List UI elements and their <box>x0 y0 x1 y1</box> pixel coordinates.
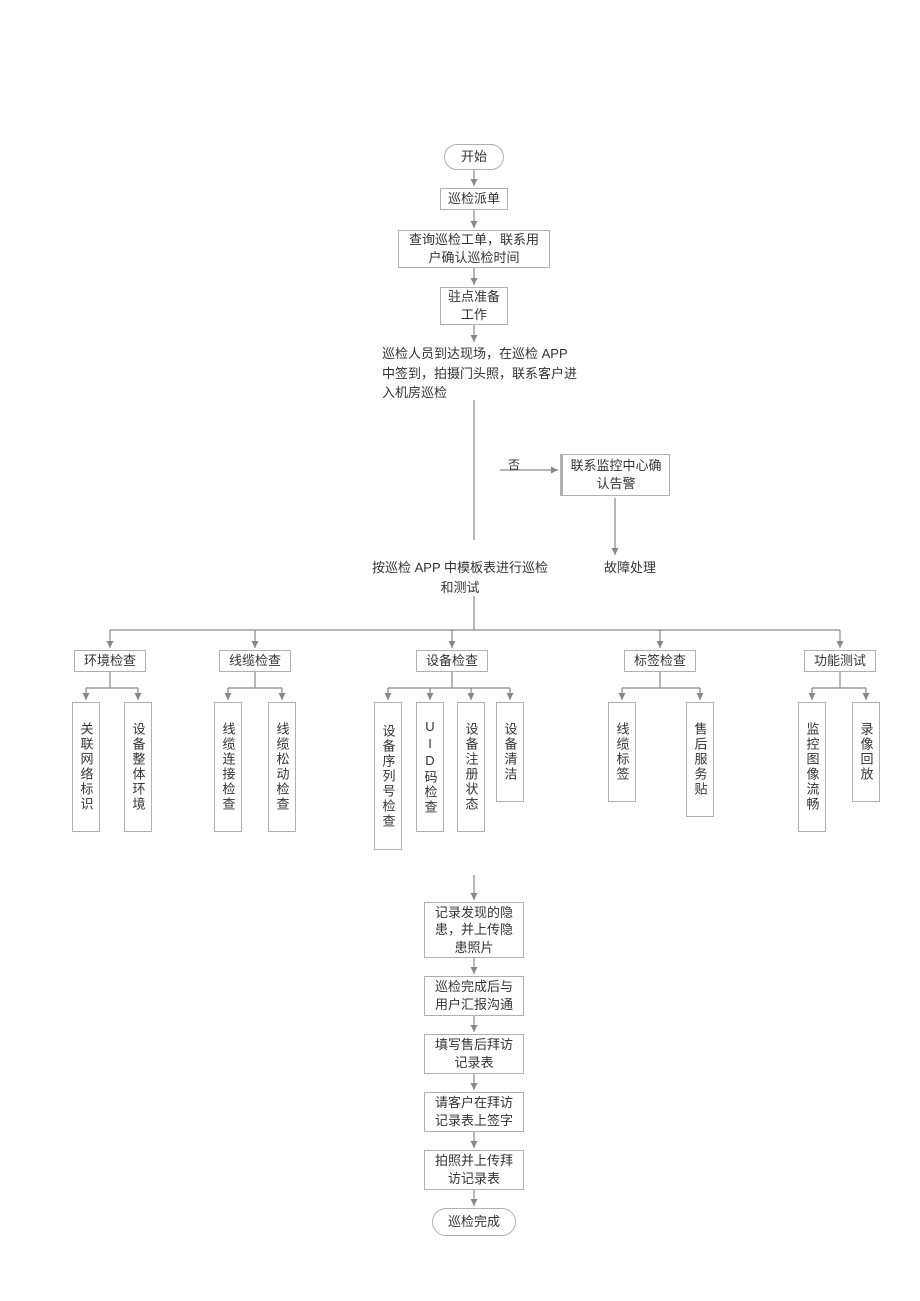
v-env-node: 设备整体环境 <box>124 702 152 832</box>
cat-cable-node: 线缆检查 <box>219 650 291 672</box>
v-monitor-img-node: 监控图像流畅 <box>798 702 826 832</box>
v-cable-conn-label: 线缆连接检查 <box>219 722 238 812</box>
query-label: 查询巡检工单，联系用户确认巡检时间 <box>405 231 543 266</box>
arrive-label: 巡检人员到达现场，在巡检 APP 中签到，拍摄门头照，联系客户进入机房巡检 <box>382 346 577 400</box>
v-cable-label-node: 线缆标签 <box>608 702 636 802</box>
cat-cable-label: 线缆检查 <box>229 652 281 670</box>
v-dev-reg-label: 设备注册状态 <box>462 722 481 812</box>
record-hazard-node: 记录发现的隐患，并上传隐患照片 <box>424 902 524 958</box>
dispatch-label: 巡检派单 <box>448 190 500 208</box>
v-playback-label: 录像回放 <box>857 722 876 782</box>
v-uid-node: UID码检查 <box>416 702 444 832</box>
cat-env-label: 环境检查 <box>84 652 136 670</box>
v-net-id-label: 关联网络标识 <box>77 722 96 812</box>
v-playback-node: 录像回放 <box>852 702 880 802</box>
prepare-node: 驻点准备工作 <box>440 287 508 325</box>
v-dev-clean-node: 设备清洁 <box>496 702 524 802</box>
upload-photo-label: 拍照并上传拜访记录表 <box>431 1152 517 1187</box>
v-env-label: 设备整体环境 <box>129 722 148 812</box>
cat-device-label: 设备检查 <box>426 652 478 670</box>
fill-form-label: 填写售后拜访记录表 <box>431 1036 517 1071</box>
v-dev-sn-label: 设备序列号检查 <box>379 724 398 829</box>
contact-monitor-label: 联系监控中心确认告警 <box>569 457 663 492</box>
v-cable-label-label: 线缆标签 <box>613 722 632 782</box>
end-node: 巡检完成 <box>432 1208 516 1236</box>
v-dev-sn-node: 设备序列号检查 <box>374 702 402 850</box>
v-monitor-img-label: 监控图像流畅 <box>803 722 822 812</box>
report-user-label: 巡检完成后与用户汇报沟通 <box>431 978 517 1013</box>
v-cable-loose-node: 线缆松动检查 <box>268 702 296 832</box>
cat-label-node: 标签检查 <box>624 650 696 672</box>
cat-label-label: 标签检查 <box>634 652 686 670</box>
edge-label-no: 否 <box>508 456 520 473</box>
v-dev-reg-node: 设备注册状态 <box>457 702 485 832</box>
fault-handle-label: 故障处理 <box>604 560 656 575</box>
arrive-text: 巡检人员到达现场，在巡检 APP 中签到，拍摄门头照，联系客户进入机房巡检 <box>382 344 582 403</box>
template-test-text: 按巡检 APP 中模板表进行巡检和测试 <box>370 558 550 597</box>
sign-form-node: 请客户在拜访记录表上签字 <box>424 1092 524 1132</box>
v-cable-conn-node: 线缆连接检查 <box>214 702 242 832</box>
fill-form-node: 填写售后拜访记录表 <box>424 1034 524 1074</box>
start-node: 开始 <box>444 144 504 170</box>
v-cable-loose-label: 线缆松动检查 <box>273 722 292 812</box>
upload-photo-node: 拍照并上传拜访记录表 <box>424 1150 524 1190</box>
template-test-label: 按巡检 APP 中模板表进行巡检和测试 <box>372 560 548 595</box>
cat-device-node: 设备检查 <box>416 650 488 672</box>
end-label: 巡检完成 <box>448 1213 500 1231</box>
sign-form-label: 请客户在拜访记录表上签字 <box>431 1094 517 1129</box>
v-after-sale-node: 售后服务贴 <box>686 702 714 817</box>
fault-handle-text: 故障处理 <box>590 558 670 578</box>
v-uid-label: UID码检查 <box>421 719 440 815</box>
start-label: 开始 <box>461 148 487 166</box>
v-dev-clean-label: 设备清洁 <box>501 722 520 782</box>
prepare-label: 驻点准备工作 <box>447 288 501 323</box>
cat-env-node: 环境检查 <box>74 650 146 672</box>
contact-monitor-node: 联系监控中心确认告警 <box>560 454 670 496</box>
v-after-sale-label: 售后服务贴 <box>691 722 710 797</box>
report-user-node: 巡检完成后与用户汇报沟通 <box>424 976 524 1016</box>
dispatch-node: 巡检派单 <box>440 188 508 210</box>
cat-func-label: 功能测试 <box>814 652 866 670</box>
v-net-id-node: 关联网络标识 <box>72 702 100 832</box>
cat-func-node: 功能测试 <box>804 650 876 672</box>
query-node: 查询巡检工单，联系用户确认巡检时间 <box>398 230 550 268</box>
record-hazard-label: 记录发现的隐患，并上传隐患照片 <box>431 904 517 957</box>
